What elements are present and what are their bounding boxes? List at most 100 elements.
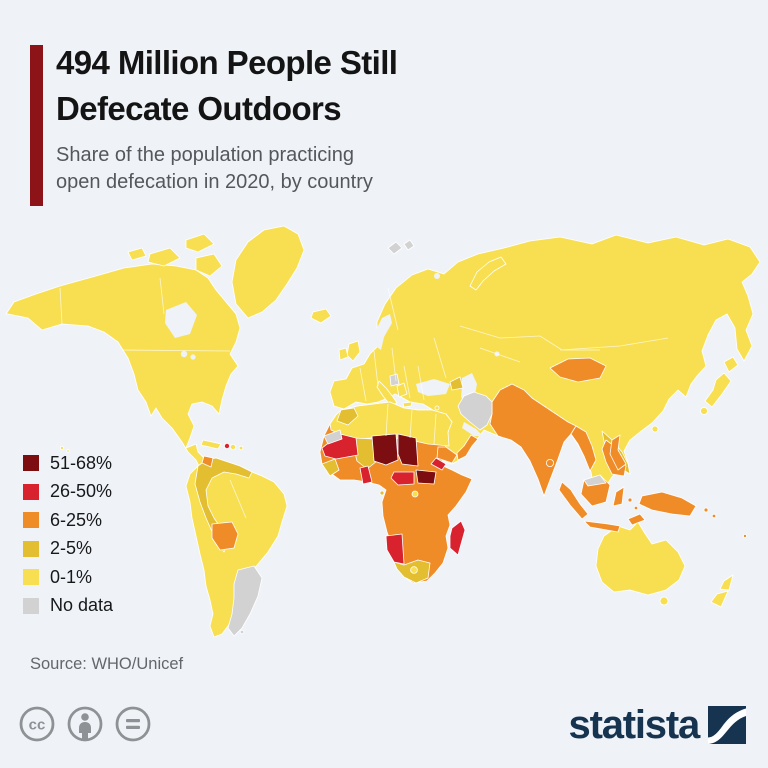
region-moluccas [633, 505, 639, 511]
region-malaysia [583, 474, 607, 487]
baltic-sea [374, 314, 392, 350]
region-taiwan [651, 425, 659, 433]
great-lake [180, 350, 188, 358]
legend-swatch-no-data [23, 597, 39, 614]
legend-swatch-2-5 [23, 540, 39, 557]
legend-item: 51-68% [23, 449, 113, 478]
region-guinea [321, 458, 340, 477]
legend-item: 0-1% [23, 563, 113, 592]
region-western-sahara [323, 429, 343, 445]
regions-51-68pct [371, 433, 437, 485]
legend-item: No data [23, 592, 113, 621]
region-new-zealand-south [710, 590, 729, 608]
regions-6-25pct [201, 357, 748, 551]
region-arctic-island [127, 247, 147, 261]
region-hawaii [66, 449, 70, 453]
region-andes-colombia-venezuela-peru [194, 457, 253, 553]
region-nicaragua [201, 455, 214, 468]
region-lesotho-patch [410, 566, 418, 574]
legend-swatch-0-1 [23, 569, 39, 586]
region-sumatra [558, 481, 589, 520]
legend-swatch-6-25 [23, 512, 39, 529]
legend-label: 0-1% [50, 566, 93, 587]
subtitle-line-2: open defecation in 2020, by country [56, 171, 373, 193]
region-crete [402, 401, 413, 408]
region-bolivia [211, 521, 239, 551]
statista-logo[interactable]: statista [569, 703, 746, 747]
region-svalbard [387, 241, 403, 255]
region-japan [704, 372, 732, 408]
region-ireland [338, 347, 349, 361]
region-philippines [609, 434, 627, 471]
region-java [583, 520, 621, 533]
region-kyushu [700, 407, 708, 415]
region-chad [397, 433, 419, 467]
legend-label: No data [50, 595, 114, 616]
country-borders [59, 277, 669, 519]
black-sea [416, 379, 450, 396]
region-central-african-republic [390, 471, 415, 486]
region-balkans-no-data [389, 373, 400, 387]
legend-item: 2-5% [23, 535, 113, 564]
region-solomon-islands [711, 513, 717, 519]
region-uganda-patch [411, 490, 419, 498]
region-south-sudan [415, 469, 437, 485]
region-north-africa [329, 401, 453, 447]
legend-label: 6-25% [50, 509, 103, 530]
region-cyprus [434, 405, 440, 411]
region-hispaniola-east [229, 443, 236, 450]
legend-label: 51-68% [50, 452, 113, 473]
region-hokkaido [723, 356, 739, 373]
region-arctic-island [185, 233, 215, 253]
region-iran [457, 391, 493, 431]
region-australia [595, 521, 686, 596]
region-haiti [223, 442, 230, 449]
region-greece [396, 382, 408, 398]
world-map [5, 225, 761, 638]
region-eritrea [430, 457, 447, 471]
region-tasmania [659, 596, 669, 606]
region-niger [371, 433, 399, 466]
page-subtitle: Share of the population practicing open … [56, 142, 373, 196]
region-south-asia [489, 383, 577, 497]
hudson-bay [165, 302, 197, 338]
no-derivatives-icon[interactable] [113, 704, 153, 744]
region-oman [456, 434, 479, 461]
license-icons[interactable]: cc [17, 704, 153, 744]
title-line-1: 494 Million People Still [56, 44, 398, 81]
region-namibia [385, 533, 405, 565]
region-benin-togo [359, 465, 373, 485]
svg-text:cc: cc [29, 717, 46, 734]
great-lake [190, 354, 196, 360]
persian-gulf [462, 422, 483, 436]
region-morocco [336, 407, 359, 426]
region-timor [627, 513, 646, 526]
regions-0-1pct [5, 225, 761, 638]
regions-no-data [227, 239, 607, 637]
region-cuba [200, 439, 222, 450]
attribution-icon[interactable] [65, 704, 105, 744]
region-new-zealand-north [719, 574, 734, 591]
statista-logo-icon [708, 706, 746, 744]
region-moluccas [627, 497, 633, 503]
region-novaya-zemlya [469, 256, 507, 291]
creative-commons-icon[interactable]: cc [17, 704, 57, 744]
region-argentina [227, 565, 263, 637]
white-sea [434, 273, 440, 279]
region-equatorial-guinea [379, 490, 385, 496]
region-iceland [310, 308, 332, 324]
region-puerto-rico [238, 445, 244, 451]
region-new-guinea [638, 491, 697, 517]
title-line-2: Defecate Outdoors [56, 90, 342, 127]
legend-label: 26-50% [50, 481, 113, 502]
region-hawaii [60, 445, 65, 450]
page-title: 494 Million People Still Defecate Outdoo… [56, 40, 398, 132]
region-solomon-islands [703, 507, 709, 513]
region-svalbard [403, 239, 415, 251]
region-pacific-island [743, 533, 748, 538]
region-sri-lanka [546, 458, 555, 467]
region-sulawesi [612, 486, 625, 507]
legend-item: 26-50% [23, 478, 113, 507]
regions-yellow-patches [410, 490, 419, 574]
